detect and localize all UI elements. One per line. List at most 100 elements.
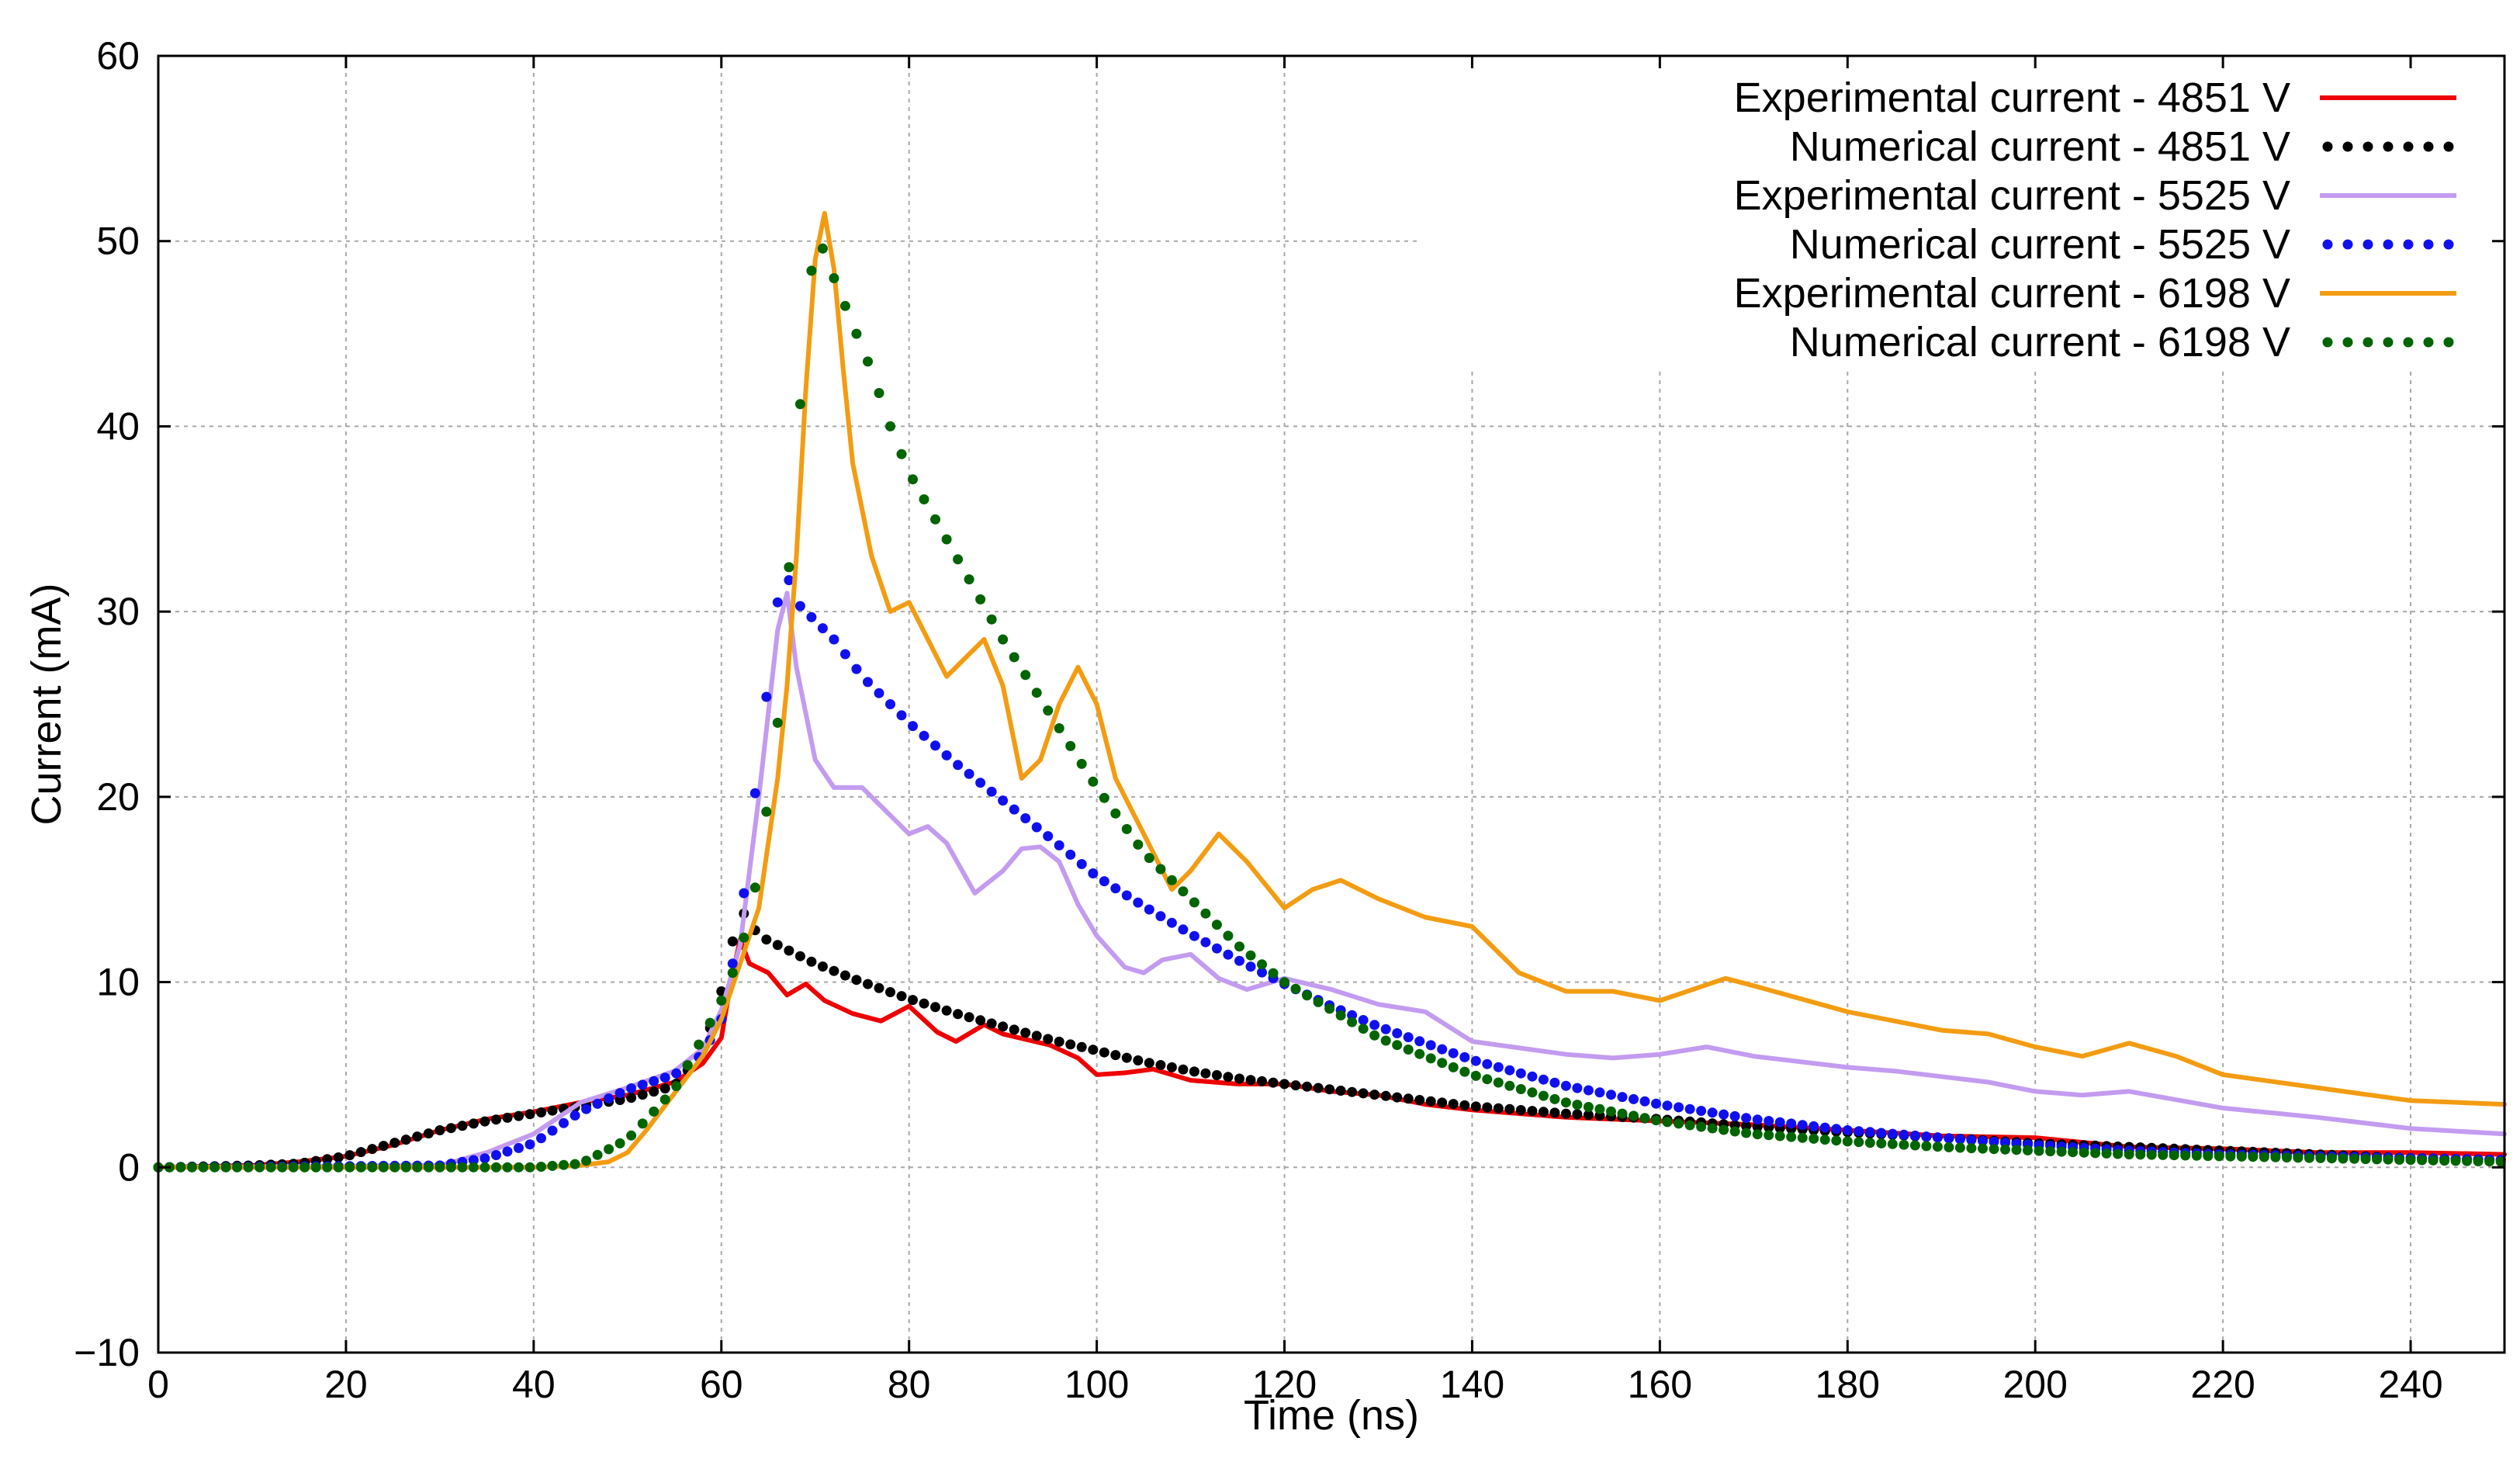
data-point bbox=[378, 1162, 389, 1173]
data-point bbox=[1088, 868, 1099, 878]
data-point bbox=[514, 1162, 524, 1173]
data-point bbox=[1752, 1121, 1763, 1132]
data-point bbox=[1211, 943, 1222, 954]
data-point bbox=[941, 1005, 952, 1016]
data-point bbox=[749, 788, 760, 799]
data-point bbox=[1178, 886, 1189, 897]
data-point bbox=[2214, 1151, 2224, 1162]
data-point bbox=[2124, 1149, 2134, 1160]
legend-swatch-dot bbox=[2362, 337, 2373, 348]
data-point bbox=[581, 1155, 592, 1166]
legend-item-numerical-current-4851-v: Numerical current - 4851 V bbox=[1790, 123, 2454, 170]
data-point bbox=[1313, 996, 1324, 1007]
data-point bbox=[1741, 1128, 1752, 1138]
data-point bbox=[514, 1110, 524, 1121]
data-point bbox=[569, 1110, 580, 1121]
data-point bbox=[1358, 1088, 1369, 1099]
data-point bbox=[412, 1162, 423, 1173]
data-point bbox=[547, 1160, 558, 1171]
data-point bbox=[1211, 1070, 1222, 1080]
legend-swatch-dot bbox=[2362, 141, 2373, 152]
data-point bbox=[604, 1093, 614, 1103]
data-point bbox=[220, 1162, 231, 1173]
data-point bbox=[772, 597, 783, 608]
data-point bbox=[1932, 1132, 1943, 1143]
data-point bbox=[1257, 959, 1267, 970]
data-point bbox=[1245, 950, 1256, 961]
data-point bbox=[1786, 1118, 1797, 1129]
data-point bbox=[998, 795, 1009, 806]
data-point bbox=[1696, 1106, 1707, 1116]
data-point bbox=[536, 1162, 546, 1172]
data-point bbox=[1144, 853, 1154, 864]
data-point bbox=[536, 1133, 546, 1144]
legend-item-experimental-current-4851-v: Experimental current - 4851 V bbox=[1734, 74, 2456, 121]
legend-item-numerical-current-5525-v: Numerical current - 5525 V bbox=[1790, 221, 2454, 268]
data-point bbox=[637, 1090, 648, 1100]
data-point bbox=[1335, 1010, 1346, 1020]
data-point bbox=[1448, 1048, 1459, 1058]
legend-background bbox=[1420, 59, 2502, 369]
data-point bbox=[659, 1072, 670, 1083]
data-point bbox=[839, 300, 850, 311]
data-point bbox=[1752, 1129, 1763, 1140]
data-point bbox=[896, 710, 907, 721]
y-tick-label: 60 bbox=[96, 34, 140, 78]
data-point bbox=[1899, 1129, 1909, 1140]
data-point bbox=[1144, 904, 1154, 915]
data-point bbox=[671, 1081, 682, 1092]
data-point bbox=[1155, 911, 1166, 922]
data-point bbox=[1414, 1036, 1425, 1047]
data-point bbox=[175, 1162, 186, 1173]
data-point bbox=[2101, 1148, 2112, 1159]
data-point bbox=[2158, 1149, 2169, 1160]
series-line bbox=[156, 591, 2507, 1170]
data-point bbox=[1459, 1051, 1470, 1062]
data-point bbox=[1741, 1121, 1752, 1131]
data-point bbox=[806, 265, 817, 276]
data-point bbox=[2090, 1148, 2101, 1159]
legend-swatch-dot bbox=[2342, 141, 2353, 152]
data-point bbox=[1482, 1058, 1493, 1069]
data-point bbox=[2383, 1154, 2394, 1165]
data-point bbox=[659, 1094, 670, 1105]
data-point bbox=[671, 1068, 682, 1079]
data-point bbox=[1380, 1035, 1391, 1046]
data-point bbox=[953, 554, 964, 565]
data-point bbox=[1583, 1085, 1594, 1096]
data-point bbox=[659, 1083, 670, 1094]
data-point bbox=[998, 634, 1009, 645]
data-point bbox=[1279, 977, 1289, 988]
data-point bbox=[1684, 1120, 1695, 1131]
x-tick-label: 60 bbox=[700, 1363, 743, 1406]
data-point bbox=[1617, 1092, 1628, 1103]
series-line bbox=[156, 210, 2507, 1170]
data-point bbox=[2259, 1152, 2269, 1162]
x-tick-label: 100 bbox=[1064, 1363, 1129, 1406]
data-point bbox=[806, 611, 817, 622]
data-point bbox=[1009, 1024, 1019, 1035]
data-point bbox=[333, 1152, 344, 1162]
data-point bbox=[491, 1150, 501, 1160]
data-point bbox=[919, 730, 929, 741]
data-point bbox=[1347, 1086, 1358, 1097]
data-point bbox=[1527, 1071, 1538, 1082]
data-point bbox=[1403, 1032, 1414, 1043]
data-point bbox=[2338, 1153, 2349, 1164]
data-point bbox=[784, 562, 794, 573]
data-point bbox=[1110, 808, 1121, 819]
data-point bbox=[839, 970, 850, 981]
data-point bbox=[491, 1162, 501, 1173]
data-point bbox=[1459, 1100, 1470, 1110]
data-point bbox=[581, 1103, 592, 1114]
data-point bbox=[1020, 670, 1031, 681]
legend-swatch-dot bbox=[2403, 337, 2414, 348]
data-point bbox=[457, 1162, 468, 1173]
data-point bbox=[1302, 990, 1313, 1001]
data-point bbox=[322, 1154, 333, 1165]
data-point bbox=[1741, 1113, 1752, 1124]
data-point bbox=[930, 1002, 940, 1013]
data-point bbox=[2056, 1146, 2067, 1157]
data-point bbox=[1121, 890, 1132, 901]
legend-swatch-dot bbox=[2443, 337, 2454, 348]
